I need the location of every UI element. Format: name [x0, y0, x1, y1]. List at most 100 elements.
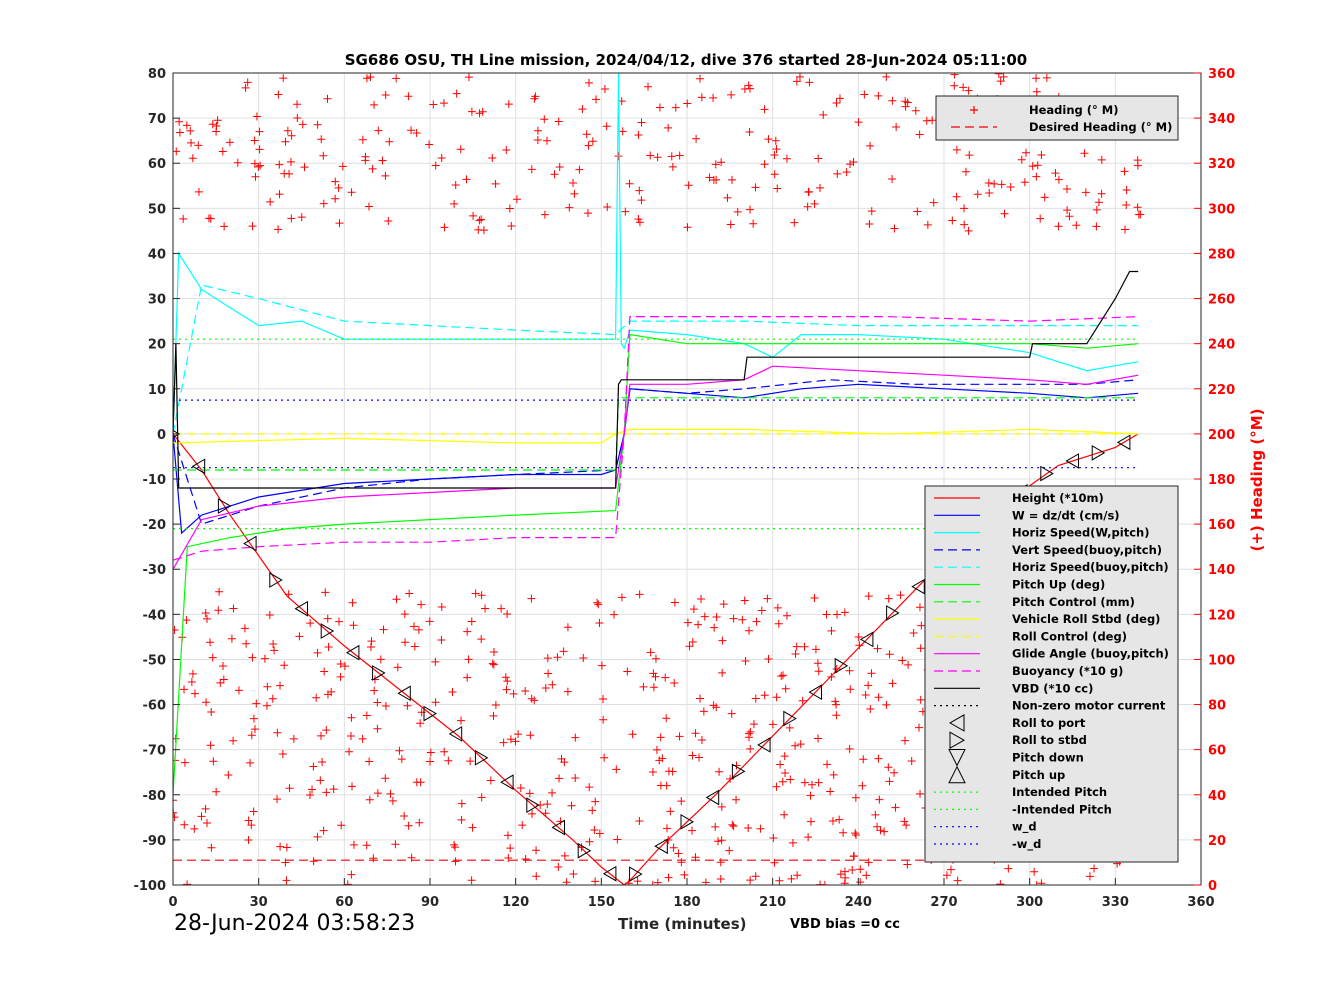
heading-point — [688, 826, 697, 835]
heading-point — [772, 782, 781, 791]
heading-point — [208, 653, 217, 662]
heading-point — [341, 662, 350, 671]
y2-tick-label-7: 140 — [1208, 563, 1235, 578]
roll-marker — [320, 623, 335, 639]
heading-point — [206, 741, 215, 750]
heading-point — [324, 642, 333, 651]
heading-point — [563, 623, 572, 632]
heading-point — [386, 789, 395, 798]
heading-point — [746, 744, 755, 753]
heading-point — [814, 667, 823, 676]
heading-point — [595, 618, 604, 627]
heading-point — [692, 134, 701, 143]
heading-point — [345, 747, 354, 756]
y-tick-label-5: -50 — [143, 653, 167, 668]
heading-point — [867, 207, 876, 216]
heading-point — [851, 793, 860, 802]
heading-point — [521, 854, 530, 863]
heading-point — [241, 83, 250, 92]
heading-point — [252, 699, 261, 708]
heading-point — [840, 608, 849, 617]
heading-point — [732, 795, 741, 804]
heading-point — [224, 771, 233, 780]
heading-point — [297, 213, 306, 222]
heading-point — [746, 876, 755, 885]
heading-point — [744, 81, 753, 90]
heading-point — [234, 686, 243, 695]
roll-marker — [423, 705, 437, 722]
heading-point — [842, 168, 851, 177]
heading-point — [280, 661, 289, 670]
heading-point — [321, 588, 330, 597]
heading-point — [913, 207, 922, 216]
heading-point — [451, 181, 460, 190]
heading-point — [960, 220, 969, 229]
heading-point — [318, 757, 327, 766]
heading-point — [280, 169, 289, 178]
heading-point — [994, 73, 1003, 78]
heading-point — [674, 849, 683, 858]
heading-point — [188, 669, 197, 678]
heading-point — [491, 179, 500, 188]
heading-point — [950, 81, 959, 90]
heading-point — [497, 604, 506, 613]
heading-point — [832, 711, 841, 720]
y-tick-label-11: 10 — [148, 383, 166, 398]
y2-tick-label-15: 300 — [1208, 202, 1235, 217]
x-tick-label-7: 210 — [759, 895, 786, 910]
heading-point — [526, 731, 535, 740]
x-tick-label-1: 30 — [250, 895, 268, 910]
roll-marker — [345, 644, 360, 661]
heading-point — [923, 220, 932, 229]
legend-swatch-13 — [948, 714, 965, 732]
heading-point — [688, 751, 697, 760]
heading-point — [571, 733, 580, 742]
heading-point — [862, 871, 871, 880]
y-tick-label-14: 40 — [148, 247, 166, 262]
legend-label-13: Roll to port — [1012, 716, 1086, 730]
heading-point — [996, 880, 1005, 885]
heading-point — [1090, 864, 1099, 873]
heading-point — [637, 118, 646, 127]
heading-point — [456, 145, 465, 154]
timestamp: 28-Jun-2024 03:58:23 — [174, 911, 416, 936]
heading-point — [202, 698, 211, 707]
heading-point — [366, 73, 375, 82]
heading-point — [856, 865, 865, 874]
heading-point — [457, 716, 466, 725]
heading-point — [429, 100, 438, 109]
heading-point — [506, 844, 515, 853]
y2-tick-label-10: 200 — [1208, 428, 1235, 443]
heading-point — [503, 677, 512, 686]
heading-point — [450, 199, 459, 208]
heading-point — [745, 84, 754, 93]
heading-point — [816, 183, 825, 192]
heading-point — [1085, 872, 1094, 881]
heading-point — [504, 854, 513, 863]
heading-point — [527, 165, 536, 174]
heading-point — [1092, 222, 1101, 231]
heading-point — [251, 725, 260, 734]
legend-label-8: Roll Control (deg) — [1012, 629, 1127, 643]
heading-point — [662, 824, 671, 833]
vbd-bias-note: VBD bias =0 cc — [790, 917, 900, 932]
heading-point — [541, 683, 550, 692]
heading-point — [286, 157, 295, 166]
heading-point — [867, 669, 876, 678]
heading-point — [634, 130, 643, 139]
heading-point — [575, 165, 584, 174]
heading-point — [782, 154, 791, 163]
heading-point — [323, 94, 332, 103]
heading-point — [595, 829, 604, 838]
heading-point — [903, 98, 912, 107]
heading-point — [662, 714, 671, 723]
heading-point — [1080, 149, 1089, 158]
heading-point — [827, 672, 836, 681]
heading-point — [187, 138, 196, 147]
heading-point — [849, 157, 858, 166]
heading-point — [209, 757, 218, 766]
heading-point — [313, 832, 322, 841]
heading-point — [540, 210, 549, 219]
heading-point — [928, 116, 937, 125]
heading-point — [282, 843, 291, 852]
